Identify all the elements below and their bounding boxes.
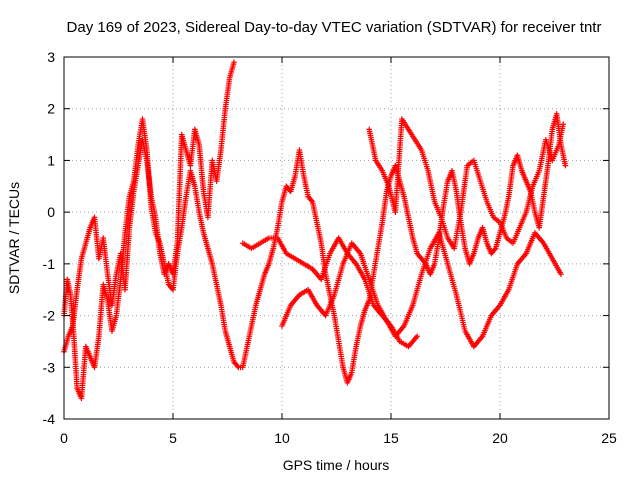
y-tick-label: -1 [43, 256, 56, 272]
data-point [231, 59, 237, 65]
y-tick-label: 1 [47, 152, 55, 168]
y-tick-label: -4 [43, 411, 56, 427]
y-tick-label: 0 [47, 204, 55, 220]
x-tick-label: 20 [492, 430, 508, 446]
series-track-b [61, 59, 237, 355]
data-point [562, 162, 569, 169]
chart-title: Day 169 of 2023, Sidereal Day-to-day VTE… [67, 19, 602, 36]
y-tick-label: -3 [43, 359, 56, 375]
data-point [414, 333, 420, 340]
y-tick-label: 2 [47, 101, 55, 117]
series-track-d [279, 230, 564, 350]
x-axis-label: GPS time / hours [283, 457, 390, 473]
x-tick-label: 0 [60, 430, 68, 446]
data-point [558, 271, 564, 277]
x-tick-label: 25 [601, 430, 617, 446]
data-points [61, 59, 569, 402]
x-tick-label: 5 [169, 430, 177, 446]
x-tick-label: 15 [383, 430, 399, 446]
y-tick-label: 3 [47, 49, 55, 65]
series-track-c [239, 235, 420, 350]
x-tick-label: 10 [274, 430, 290, 446]
plot-frame [63, 56, 610, 420]
series-track-a [61, 111, 569, 402]
series-track-e [366, 116, 567, 252]
y-axis-label: SDTVAR / TECUs [6, 182, 22, 294]
y-tick-label: -2 [43, 308, 56, 324]
data-point [560, 121, 567, 128]
tick-layer: 0 5 10 15 20 25 -4 -3 -2 -1 0 1 2 3 [43, 49, 617, 446]
